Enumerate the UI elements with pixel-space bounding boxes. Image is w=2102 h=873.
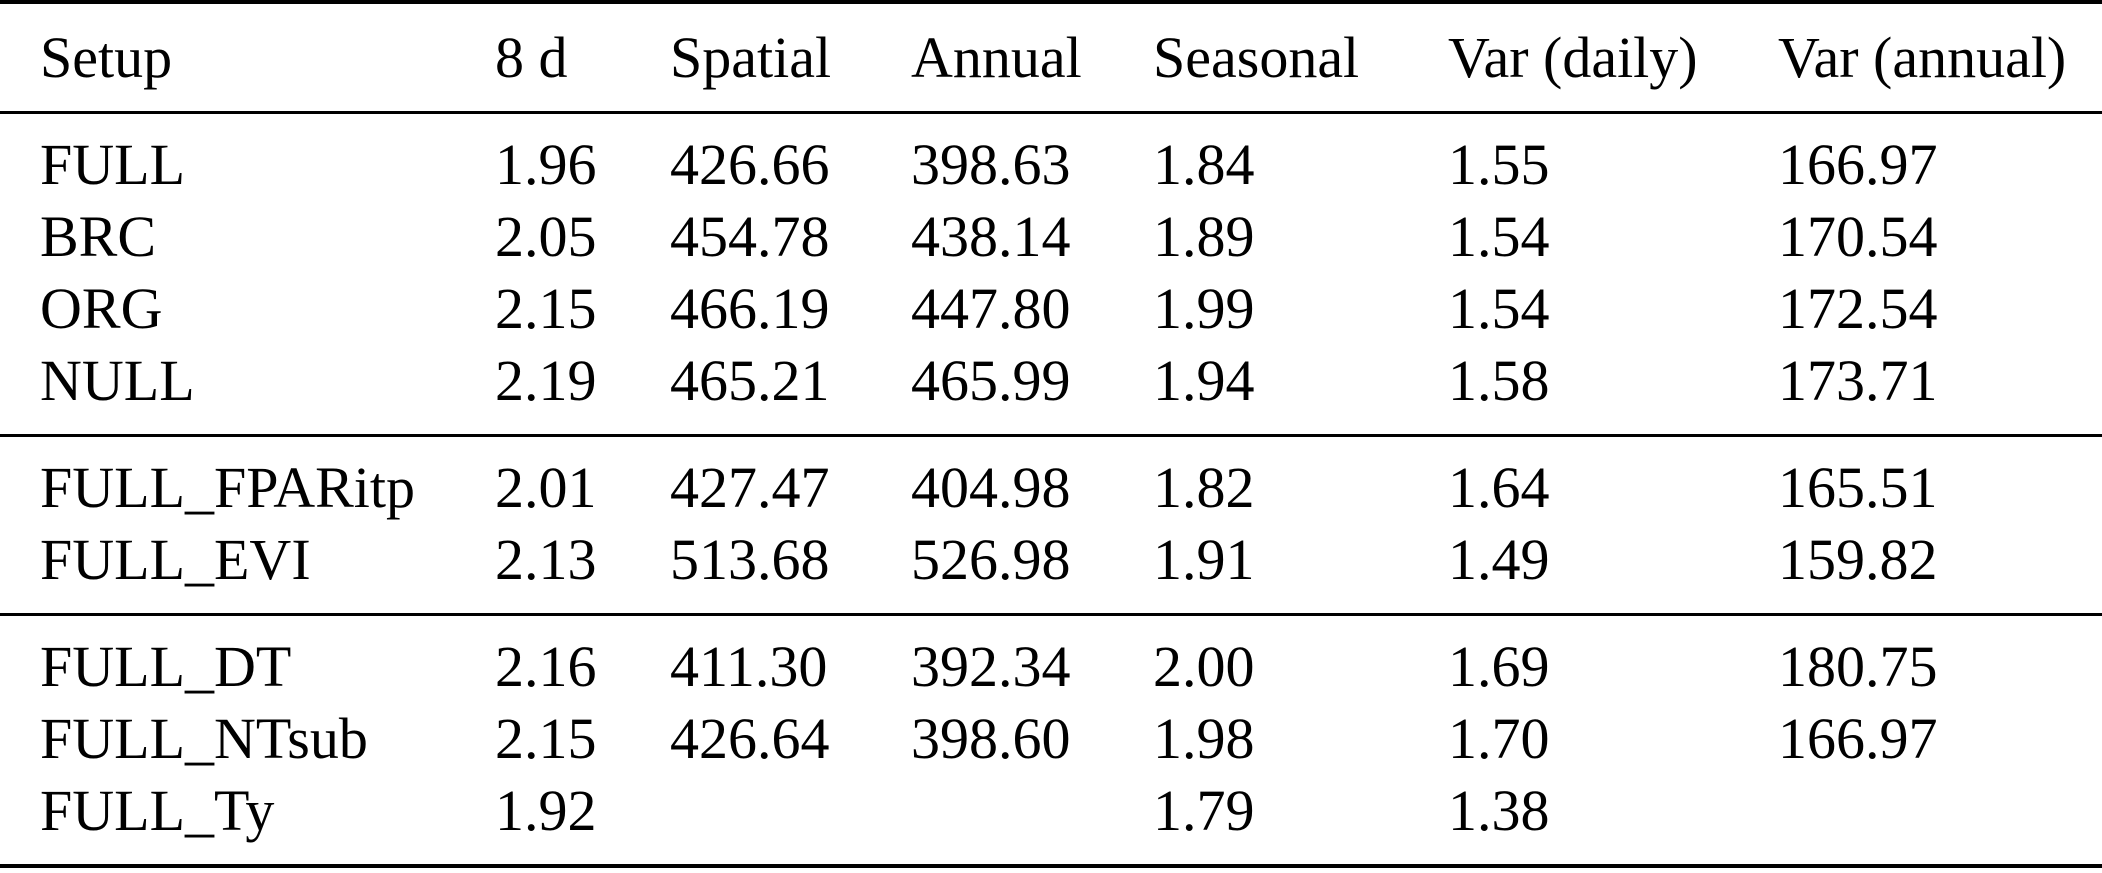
column-header-setup: Setup <box>0 2 495 114</box>
value-cell: 513.68 <box>670 526 830 592</box>
table-group-baseline: FULL 1.96 426.66 398.63 1.84 1.55 166.97 BRC 2.0… <box>0 113 2102 436</box>
setup-cell: FULL_FPARitp <box>40 454 415 520</box>
value-cell: 454.78 <box>670 203 830 269</box>
column-header-seasonal: Seasonal <box>1153 2 1448 114</box>
column-header-var-annual: Var (annual) <box>1778 2 2102 114</box>
table-row: NULL 2.19 465.21 465.99 1.94 1.58 173.71 <box>0 344 2102 436</box>
value-cell: 427.47 <box>670 454 830 520</box>
value-cell: 2.05 <box>495 203 597 269</box>
value-cell: 1.64 <box>1448 454 1550 520</box>
table-row: FULL_Ty 1.92 1.79 1.38 <box>0 774 2102 866</box>
value-cell: 438.14 <box>911 203 1071 269</box>
value-cell: 1.99 <box>1153 275 1255 341</box>
value-cell: 1.84 <box>1153 131 1255 197</box>
setup-cell: FULL <box>40 131 185 197</box>
value-cell: 1.54 <box>1448 275 1550 341</box>
value-cell <box>670 774 911 866</box>
value-cell: 180.75 <box>1778 633 1938 699</box>
setup-cell: FULL_DT <box>40 633 292 699</box>
value-cell: 1.79 <box>1153 777 1255 843</box>
value-cell: 1.89 <box>1153 203 1255 269</box>
value-cell: 465.99 <box>911 347 1071 413</box>
value-cell: 411.30 <box>670 633 828 699</box>
value-cell: 1.70 <box>1448 705 1550 771</box>
value-cell: 1.58 <box>1448 347 1550 413</box>
value-cell: 1.54 <box>1448 203 1550 269</box>
value-cell: 2.15 <box>495 705 597 771</box>
setup-cell: NULL <box>40 347 195 413</box>
value-cell: 2.01 <box>495 454 597 520</box>
value-cell: 1.49 <box>1448 526 1550 592</box>
value-cell: 172.54 <box>1778 275 1938 341</box>
table-row: ORG 2.15 466.19 447.80 1.99 1.54 172.54 <box>0 272 2102 344</box>
value-cell: 398.60 <box>911 705 1071 771</box>
column-header-8d: 8 d <box>495 2 670 114</box>
value-cell: 2.13 <box>495 526 597 592</box>
value-cell: 466.19 <box>670 275 830 341</box>
value-cell: 526.98 <box>911 526 1071 592</box>
value-cell: 1.92 <box>495 777 597 843</box>
value-cell <box>1778 774 2102 866</box>
value-cell: 1.96 <box>495 131 597 197</box>
setup-cell: FULL_Ty <box>40 777 275 843</box>
value-cell: 1.69 <box>1448 633 1550 699</box>
column-header-var-daily: Var (daily) <box>1448 2 1778 114</box>
value-cell: 447.80 <box>911 275 1071 341</box>
value-cell: 173.71 <box>1778 347 1938 413</box>
value-cell: 426.66 <box>670 131 830 197</box>
value-cell: 165.51 <box>1778 454 1938 520</box>
value-cell: 159.82 <box>1778 526 1938 592</box>
value-cell: 1.98 <box>1153 705 1255 771</box>
value-cell: 1.91 <box>1153 526 1255 592</box>
value-cell: 398.63 <box>911 131 1071 197</box>
setup-cell: BRC <box>40 203 157 269</box>
value-cell <box>911 774 1153 866</box>
table-row: FULL 1.96 426.66 398.63 1.84 1.55 166.97 <box>0 113 2102 201</box>
value-cell: 1.55 <box>1448 131 1550 197</box>
value-cell: 426.64 <box>670 705 830 771</box>
value-cell: 465.21 <box>670 347 830 413</box>
table-group-inputs: FULL_FPARitp 2.01 427.47 404.98 1.82 1.64 165.… <box>0 435 2102 615</box>
value-cell: 2.00 <box>1153 633 1255 699</box>
table-row: FULL_EVI 2.13 513.68 526.98 1.91 1.49 159.82 <box>0 523 2102 615</box>
table-header-row: Setup 8 d Spatial Annual Seasonal Var (d… <box>0 2 2102 114</box>
value-cell: 404.98 <box>911 454 1071 520</box>
value-cell: 2.16 <box>495 633 597 699</box>
value-cell: 166.97 <box>1778 131 1938 197</box>
setup-cell: ORG <box>40 275 163 341</box>
value-cell: 392.34 <box>911 633 1071 699</box>
value-cell: 1.94 <box>1153 347 1255 413</box>
table-row: BRC 2.05 454.78 438.14 1.89 1.54 170.54 <box>0 200 2102 272</box>
column-header-spatial: Spatial <box>670 2 911 114</box>
setup-cell: FULL_EVI <box>40 526 311 592</box>
table-row: FULL_DT 2.16 411.30 392.34 2.00 1.69 180.75 <box>0 615 2102 703</box>
setup-cell: FULL_NTsub <box>40 705 368 771</box>
value-cell: 170.54 <box>1778 203 1938 269</box>
table-row: FULL_NTsub 2.15 426.64 398.60 1.98 1.70 166.97 <box>0 702 2102 774</box>
value-cell: 2.19 <box>495 347 597 413</box>
table-group-variants: FULL_DT 2.16 411.30 392.34 2.00 1.69 180.75 FUL… <box>0 614 2102 867</box>
column-header-annual: Annual <box>911 2 1153 114</box>
value-cell: 1.38 <box>1448 777 1550 843</box>
value-cell: 2.15 <box>495 275 597 341</box>
value-cell: 1.82 <box>1153 454 1255 520</box>
table-row: FULL_FPARitp 2.01 427.47 404.98 1.82 1.64 165.… <box>0 436 2102 524</box>
value-cell: 166.97 <box>1778 705 1938 771</box>
